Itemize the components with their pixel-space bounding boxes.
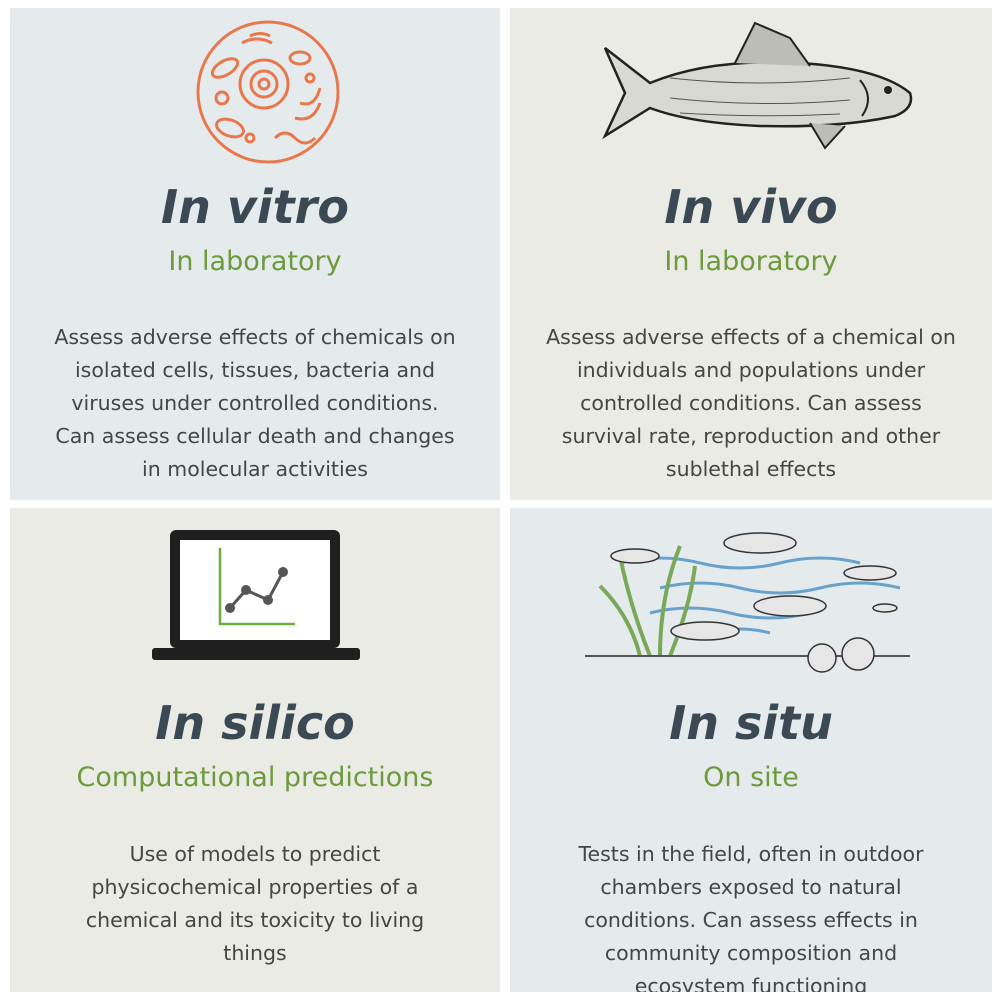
panel-subtitle: Computational predictions xyxy=(10,761,500,795)
cell-icon xyxy=(10,8,500,178)
description-line: survival rate, reproduction and other xyxy=(510,420,992,453)
panel-title: In silico xyxy=(10,698,500,748)
description-line: Assess adverse effects of chemicals on xyxy=(10,321,500,354)
infographic: In vitro In laboratory Assess adverse ef… xyxy=(0,0,998,998)
panel-subtitle: In laboratory xyxy=(10,245,500,279)
panel: In situ On site Tests in the field, ofte… xyxy=(510,508,992,992)
description-line: community composition and xyxy=(510,937,992,970)
description-line: individuals and populations under xyxy=(510,354,992,387)
description-line: chambers exposed to natural xyxy=(510,871,992,904)
panel: In silico Computational predictions Use … xyxy=(10,508,500,992)
description-line: viruses under controlled conditions. xyxy=(10,387,500,420)
description-line: isolated cells, tissues, bacteria and xyxy=(10,354,500,387)
laptop-icon xyxy=(10,508,500,678)
description-line: controlled conditions. Can assess xyxy=(510,387,992,420)
description-line: chemical and its toxicity to living xyxy=(10,904,500,937)
underwater-icon xyxy=(510,508,992,678)
description-line: Tests in the field, often in outdoor xyxy=(510,838,992,871)
panel-title: In situ xyxy=(510,698,992,748)
panel-title: In vitro xyxy=(10,182,500,232)
description-line: ecosystem functioning xyxy=(510,970,992,992)
panel-title: In vivo xyxy=(510,182,992,232)
description-line: physicochemical properties of a xyxy=(10,871,500,904)
panel: In vivo In laboratory Assess adverse eff… xyxy=(510,8,992,500)
description-line: Assess adverse effects of a chemical on xyxy=(510,321,992,354)
description-line: sublethal effects xyxy=(510,453,992,486)
panel-subtitle: In laboratory xyxy=(510,245,992,279)
description-line: conditions. Can assess effects in xyxy=(510,904,992,937)
description-line: things xyxy=(10,937,500,970)
panel-subtitle: On site xyxy=(510,761,992,795)
description-line: Use of models to predict xyxy=(10,838,500,871)
description-line: in molecular activities xyxy=(10,453,500,486)
panel: In vitro In laboratory Assess adverse ef… xyxy=(10,8,500,500)
description-line: Can assess cellular death and changes xyxy=(10,420,500,453)
fish-icon xyxy=(510,8,992,178)
